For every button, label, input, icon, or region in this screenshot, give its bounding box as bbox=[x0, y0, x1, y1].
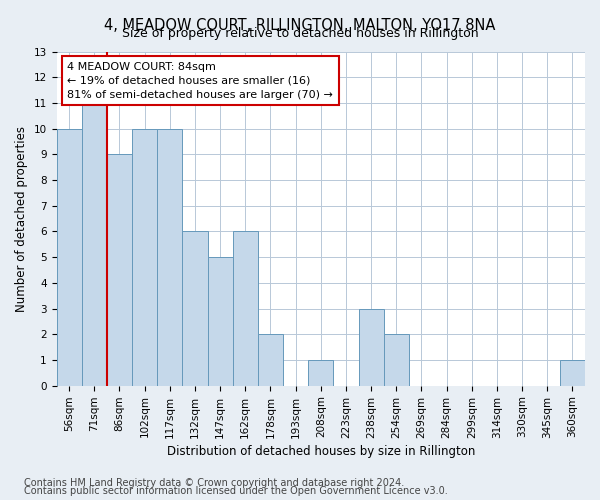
Bar bbox=[56, 128, 82, 386]
Text: Size of property relative to detached houses in Rillington: Size of property relative to detached ho… bbox=[122, 28, 478, 40]
Bar bbox=[359, 308, 383, 386]
Bar bbox=[132, 128, 157, 386]
Bar bbox=[107, 154, 132, 386]
Bar bbox=[208, 257, 233, 386]
Bar bbox=[82, 103, 107, 386]
Bar bbox=[308, 360, 334, 386]
Bar bbox=[383, 334, 409, 386]
Y-axis label: Number of detached properties: Number of detached properties bbox=[15, 126, 28, 312]
X-axis label: Distribution of detached houses by size in Rillington: Distribution of detached houses by size … bbox=[167, 444, 475, 458]
Bar bbox=[157, 128, 182, 386]
Text: Contains HM Land Registry data © Crown copyright and database right 2024.: Contains HM Land Registry data © Crown c… bbox=[24, 478, 404, 488]
Text: 4, MEADOW COURT, RILLINGTON, MALTON, YO17 8NA: 4, MEADOW COURT, RILLINGTON, MALTON, YO1… bbox=[104, 18, 496, 32]
Bar bbox=[560, 360, 585, 386]
Bar bbox=[182, 232, 208, 386]
Text: Contains public sector information licensed under the Open Government Licence v3: Contains public sector information licen… bbox=[24, 486, 448, 496]
Bar bbox=[233, 232, 258, 386]
Bar bbox=[258, 334, 283, 386]
Text: 4 MEADOW COURT: 84sqm
← 19% of detached houses are smaller (16)
81% of semi-deta: 4 MEADOW COURT: 84sqm ← 19% of detached … bbox=[67, 62, 333, 100]
